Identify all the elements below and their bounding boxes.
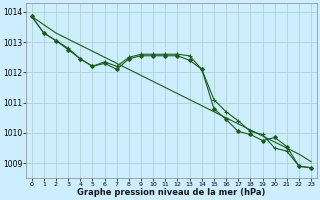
- X-axis label: Graphe pression niveau de la mer (hPa): Graphe pression niveau de la mer (hPa): [77, 188, 266, 197]
